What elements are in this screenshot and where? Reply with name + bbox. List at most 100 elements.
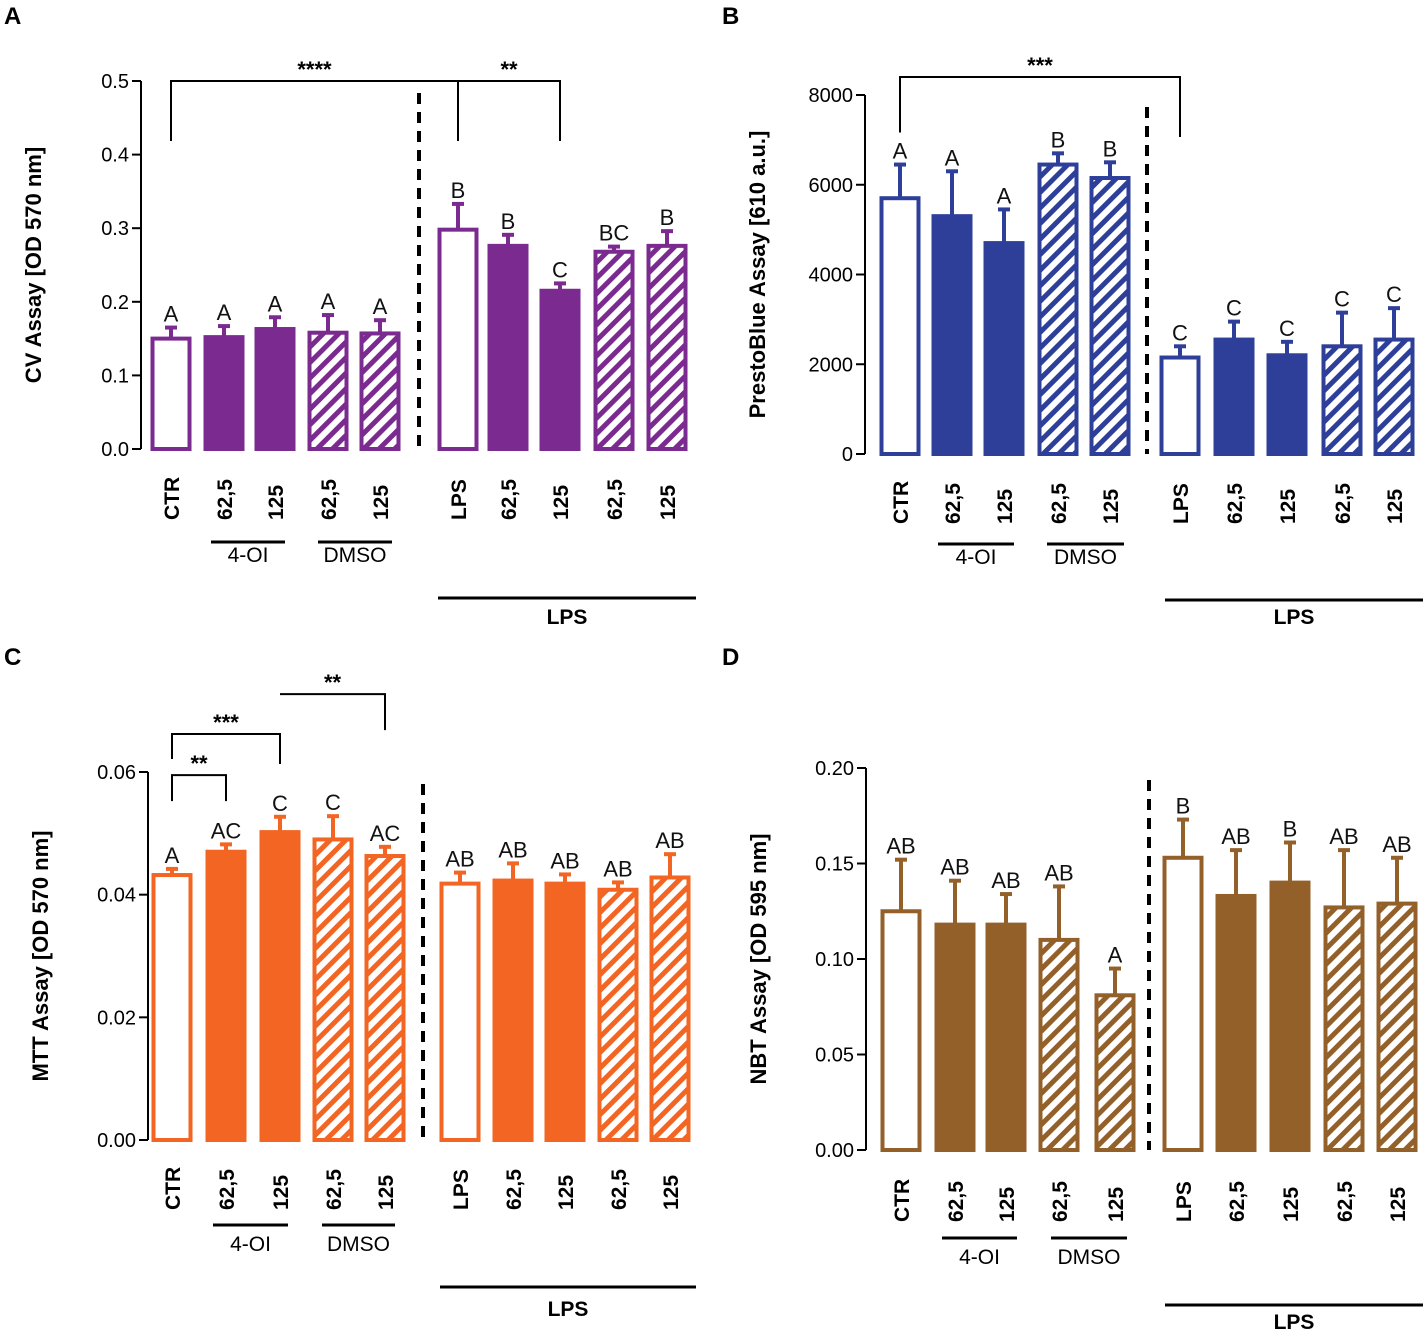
- y-tick-label: 8000: [809, 85, 854, 107]
- significance-letter: B: [1176, 794, 1191, 819]
- y-tick-label: 0.4: [101, 145, 129, 167]
- significance-letter: AB: [655, 828, 684, 853]
- bar: [254, 327, 296, 452]
- significance-letter: C: [552, 257, 568, 282]
- y-tick-label: 0.0: [101, 439, 129, 461]
- y-tick-label: 0.00: [815, 1140, 854, 1162]
- bar: [439, 881, 481, 1142]
- panel-c: C 0.00 0.02 0.04 0.06 MTT Assay [OD 570 nm] A C…: [4, 644, 696, 1321]
- significance-letter: C: [325, 790, 341, 815]
- group-label-lps: LPS: [548, 1298, 589, 1321]
- significance-letter: A: [321, 289, 336, 314]
- significance-bracket: [280, 693, 386, 731]
- y-tick-label: 0: [842, 444, 853, 466]
- bar: [487, 243, 529, 451]
- bar: [437, 227, 479, 451]
- y-axis-title: NBT Assay [OD 595 nm]: [746, 833, 771, 1084]
- category-label: 125: [1280, 1187, 1303, 1222]
- category-label: 125: [1384, 489, 1407, 524]
- category-label: 62,5: [608, 1169, 631, 1210]
- y-axis-title: MTT Assay [OD 570 nm]: [28, 830, 53, 1081]
- category-label: 62,5: [1332, 483, 1355, 524]
- bar: [1376, 901, 1418, 1152]
- bar: [1323, 905, 1365, 1152]
- y-axis-title: CV Assay [OD 570 nm]: [21, 147, 46, 383]
- significance-letter: A: [997, 183, 1012, 208]
- category-label: 62,5: [604, 479, 627, 520]
- y-tick-label: 0.06: [97, 762, 136, 784]
- group-label-lps: LPS: [1274, 606, 1315, 629]
- bar: [151, 873, 193, 1142]
- significance-letter: A: [268, 291, 283, 316]
- significance-bracket: [171, 732, 281, 764]
- bar: [1269, 880, 1311, 1152]
- significance-letter: C: [1279, 316, 1295, 341]
- category-label: 125: [1100, 489, 1123, 524]
- significance-letter: AB: [498, 837, 527, 862]
- category-label: CTR: [891, 1179, 914, 1222]
- significance-bracket: [170, 80, 459, 141]
- significance-letter: A: [893, 139, 908, 164]
- category-label: 62,5: [1334, 1181, 1357, 1222]
- y-tick-label: 2000: [809, 354, 854, 376]
- y-tick-label: 0.02: [97, 1007, 136, 1029]
- category-label: 125: [555, 1175, 578, 1210]
- bar: [1321, 344, 1363, 456]
- panel-d: D 0.00 0.05 0.10 0.15 0.20 NBT Assay [OD 595 n…: [722, 644, 1423, 1334]
- panel-letter: C: [4, 644, 21, 671]
- bar: [1373, 337, 1415, 457]
- category-label: 125: [660, 1175, 683, 1210]
- bar: [359, 331, 401, 451]
- group-label-oi: 4-OI: [230, 1233, 271, 1256]
- significance-letter: A: [164, 302, 179, 327]
- significance-letter: AB: [603, 856, 632, 881]
- significance-letter: C: [1226, 296, 1242, 321]
- significance-letter: B: [660, 205, 675, 230]
- y-tick-label: 0.3: [101, 218, 129, 240]
- bar: [1089, 176, 1131, 457]
- category-label: 62,5: [323, 1169, 346, 1210]
- category-label: 62,5: [1048, 483, 1071, 524]
- group-label-dmso: DMSO: [1054, 546, 1117, 569]
- significance-letter: AB: [991, 868, 1020, 893]
- category-label: 62,5: [942, 483, 965, 524]
- y-tick-label: 0.04: [97, 885, 136, 907]
- category-label: 125: [657, 485, 680, 520]
- bar: [1038, 937, 1080, 1153]
- category-label: LPS: [450, 1169, 473, 1210]
- panel-a: A 0.0 0.1 0.2 0.3 0.4 0.5 CV Assay [OD 570 nm] A…: [4, 3, 696, 629]
- category-label: LPS: [1173, 1181, 1196, 1222]
- significance-letter: C: [1334, 287, 1350, 312]
- bar: [1215, 893, 1257, 1152]
- bar: [597, 887, 639, 1143]
- category-label: 62,5: [214, 479, 237, 520]
- significance-letter: BC: [599, 221, 630, 246]
- category-label: 125: [996, 1187, 1019, 1222]
- significance-letter: AB: [886, 834, 915, 859]
- significance-letter: AB: [445, 847, 474, 872]
- category-label: 125: [270, 1175, 293, 1210]
- y-axis-title: PrestoBlue Assay [610 a.u.]: [745, 131, 770, 419]
- bar: [1159, 355, 1201, 456]
- bar: [307, 330, 349, 452]
- category-label: 62,5: [318, 479, 341, 520]
- category-label: 62,5: [945, 1181, 968, 1222]
- significance-letter: A: [945, 145, 960, 170]
- bar: [312, 837, 354, 1142]
- significance-letter: AB: [550, 848, 579, 873]
- significance-letter: B: [1051, 127, 1066, 152]
- significance-letter: B: [501, 209, 516, 234]
- category-label: 125: [1105, 1187, 1128, 1222]
- category-label: 125: [1277, 489, 1300, 524]
- bar: [646, 243, 688, 451]
- bar: [492, 878, 534, 1142]
- significance-bracket: [171, 774, 227, 802]
- category-label: 125: [994, 489, 1017, 524]
- group-label-oi: 4-OI: [228, 544, 269, 567]
- y-tick-label: 0.00: [97, 1130, 136, 1152]
- y-tick-label: 0.10: [815, 949, 854, 971]
- significance-letter: A: [165, 843, 180, 868]
- significance-letter: A: [1108, 943, 1123, 968]
- category-label: 125: [370, 485, 393, 520]
- significance-letter: C: [1172, 320, 1188, 345]
